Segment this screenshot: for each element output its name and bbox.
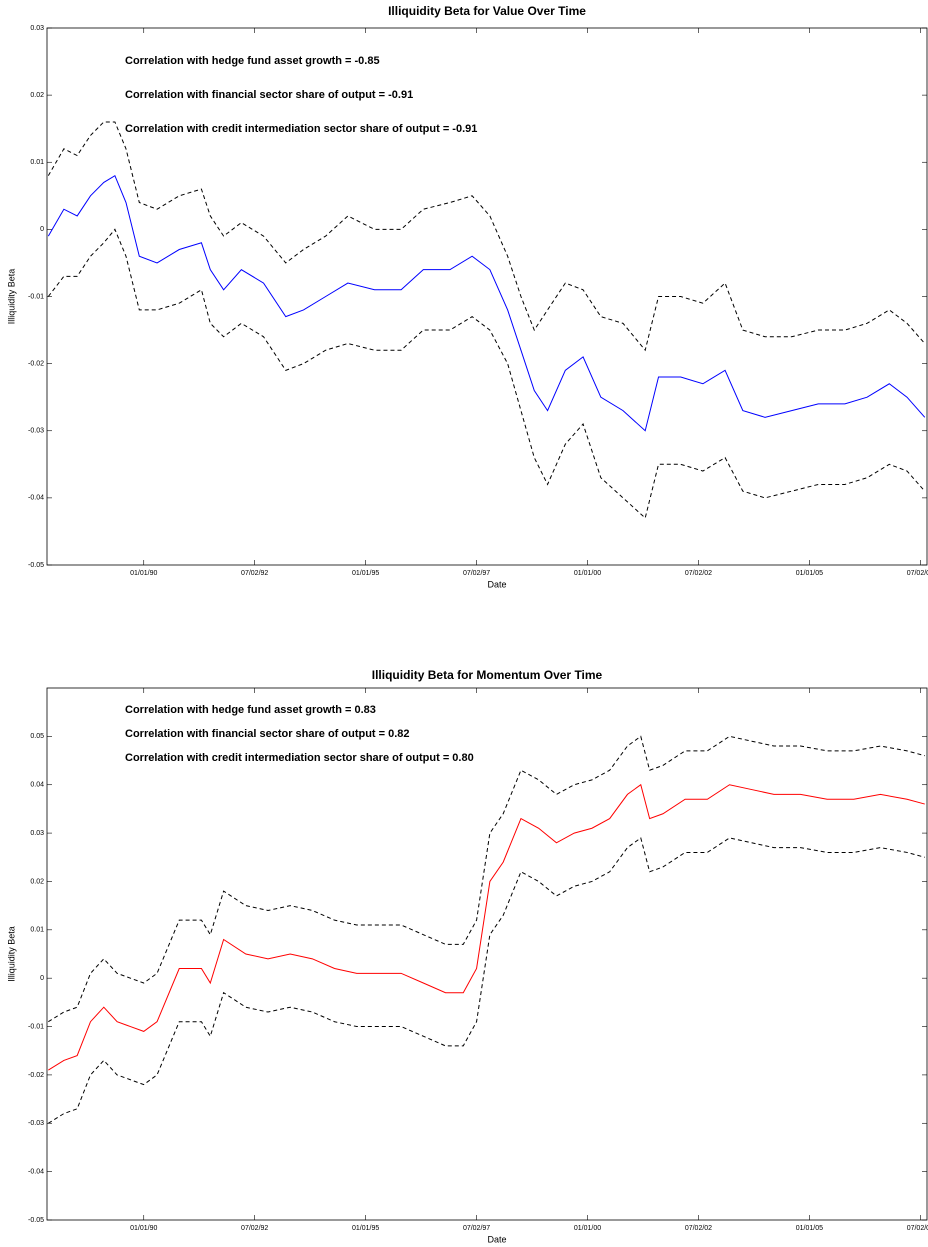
chart-title: Illiquidity Beta for Momentum Over Time	[372, 668, 603, 682]
y-tick-label: 0.04	[30, 782, 44, 789]
x-axis-label: Date	[487, 579, 506, 589]
x-tick-label: 07/02/02	[685, 570, 712, 577]
x-axis-label: Date	[487, 1234, 506, 1244]
x-tick-label: 07/02/92	[241, 1225, 268, 1232]
x-tick-label: 07/02/07	[907, 570, 928, 577]
y-tick-label: 0.02	[30, 92, 44, 99]
y-axis-label: Illiquidity Beta	[6, 926, 16, 982]
annotation: Correlation with credit intermediation s…	[125, 123, 477, 135]
chart-title: Illiquidity Beta for Value Over Time	[388, 4, 586, 18]
x-tick-label: 01/01/05	[796, 1225, 823, 1232]
y-axis-label: Illiquidity Beta	[6, 269, 16, 325]
data-line	[48, 837, 925, 1124]
data-line	[47, 121, 926, 352]
y-tick-label: -0.03	[28, 1120, 44, 1127]
x-tick-label: 07/02/92	[241, 570, 268, 577]
annotation: Correlation with hedge fund asset growth…	[125, 704, 376, 716]
annotation: Correlation with credit intermediation s…	[125, 752, 474, 764]
x-tick-label: 07/02/07	[907, 1225, 928, 1232]
x-tick-label: 01/01/00	[574, 1225, 601, 1232]
annotation: Correlation with financial sector share …	[125, 728, 410, 740]
y-tick-label: 0.05	[30, 733, 44, 740]
data-line	[48, 735, 925, 1023]
data-line	[47, 174, 926, 432]
y-tick-label: -0.03	[28, 428, 44, 435]
x-tick-label: 01/01/95	[352, 570, 379, 577]
x-tick-label: 07/02/97	[463, 1225, 490, 1232]
x-tick-label: 01/01/05	[796, 570, 823, 577]
y-tick-label: 0.01	[30, 927, 44, 934]
data-line	[48, 783, 925, 1071]
annotation: Correlation with financial sector share …	[125, 89, 413, 101]
x-tick-label: 01/01/90	[130, 1225, 157, 1232]
x-tick-label: 07/02/97	[463, 570, 490, 577]
y-tick-label: -0.05	[28, 1217, 44, 1224]
annotation: Correlation with hedge fund asset growth…	[125, 55, 380, 67]
y-tick-label: -0.05	[28, 562, 44, 569]
y-tick-label: -0.04	[28, 1168, 44, 1175]
y-tick-label: -0.01	[28, 1023, 44, 1030]
x-tick-label: 01/01/00	[574, 570, 601, 577]
y-tick-label: -0.02	[28, 1072, 44, 1079]
y-tick-label: 0.03	[30, 830, 44, 837]
x-tick-label: 01/01/90	[130, 570, 157, 577]
y-tick-label: -0.01	[28, 293, 44, 300]
y-tick-label: 0.03	[30, 25, 44, 32]
y-tick-label: 0.02	[30, 878, 44, 885]
y-tick-label: 0	[40, 975, 44, 982]
plot-frame	[46, 687, 928, 1221]
plot-frame	[46, 27, 928, 566]
x-tick-label: 01/01/95	[352, 1225, 379, 1232]
x-tick-label: 07/02/02	[685, 1225, 712, 1232]
y-tick-label: 0	[40, 226, 44, 233]
y-tick-label: -0.02	[28, 360, 44, 367]
y-tick-label: 0.01	[30, 159, 44, 166]
y-tick-label: -0.04	[28, 495, 44, 502]
data-line	[47, 228, 926, 519]
